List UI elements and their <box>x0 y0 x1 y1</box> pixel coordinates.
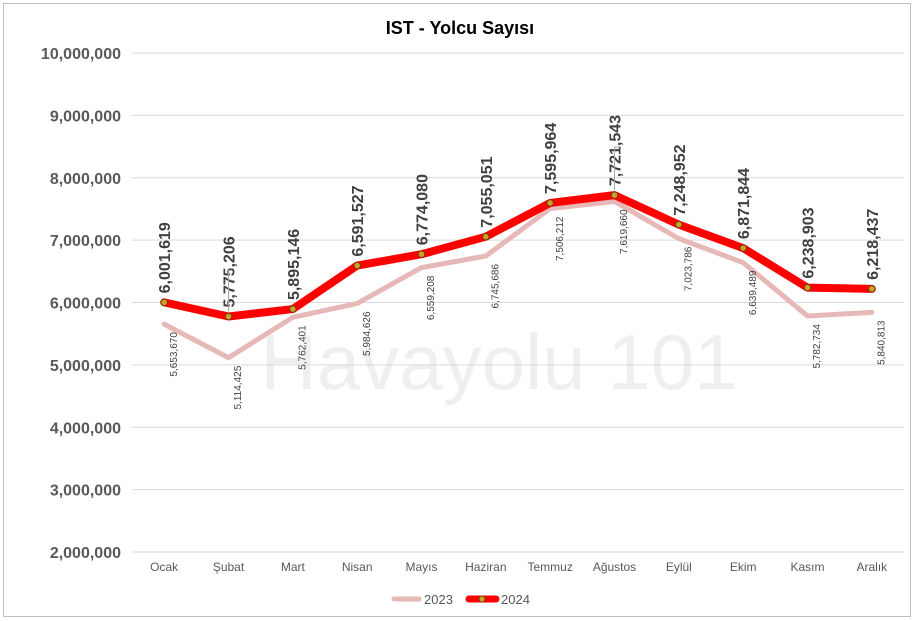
data-point-2024 <box>482 233 490 241</box>
x-tick-label: Ağustos <box>593 560 636 574</box>
legend-marker-2024 <box>478 595 486 603</box>
data-point-2024 <box>546 199 554 207</box>
leader-line <box>228 268 234 312</box>
y-tick-label: 8,000,000 <box>50 171 121 188</box>
x-tick-label: Ocak <box>150 560 179 574</box>
data-point-2024 <box>224 312 233 321</box>
x-tick-label: Haziran <box>465 560 506 574</box>
data-label-2023: 5,782,734 <box>812 324 823 369</box>
data-label-2024: 6,591,527 <box>350 185 367 256</box>
legend-label-2023: 2023 <box>424 592 453 607</box>
data-point-2024 <box>803 283 812 292</box>
series-line-2023 <box>161 198 875 361</box>
data-point-2024 <box>417 250 426 258</box>
x-tick-label: Nisan <box>342 560 373 574</box>
x-tick-label: Mart <box>281 560 306 574</box>
data-label-2024: 6,001,619 <box>157 222 174 293</box>
chart-title: IST - Yolcu Sayısı <box>386 18 534 38</box>
data-label-2023: 6,745,686 <box>490 264 501 309</box>
data-label-2023: 7,506,212 <box>555 216 566 261</box>
line-chart: Havayolu 101 IST - Yolcu Sayısı 2,000,00… <box>41 18 904 607</box>
y-tick-label: 3,000,000 <box>50 483 121 500</box>
x-tick-label: Ekim <box>730 560 757 574</box>
plot-area: 5,653,670 5,114,425 5,762,401 5,984,626 6,55… <box>157 115 887 410</box>
y-tick-label: 5,000,000 <box>50 358 121 375</box>
data-point-2024 <box>610 191 619 199</box>
data-label-2024: 6,218,437 <box>865 209 882 280</box>
legend-label-2024: 2024 <box>501 592 530 607</box>
x-axis: Ocak Şubat Mart Nisan Mayıs Haziran Temmuz Ağus… <box>150 560 888 574</box>
data-point-2024 <box>289 305 297 313</box>
legend: 2023 2024 <box>391 592 530 607</box>
x-tick-label: Kasım <box>790 560 824 574</box>
data-label-2023: 5,984,626 <box>362 311 373 356</box>
data-label-2023: 5,653,670 <box>169 332 180 377</box>
data-label-2023: 5,114,425 <box>233 365 244 409</box>
data-label-2023: 7,619,660 <box>619 209 630 254</box>
data-point-2024 <box>868 285 876 293</box>
data-label-2024: 7,248,952 <box>672 144 689 215</box>
data-label-2023: 7,023,786 <box>683 246 694 291</box>
y-tick-label: 6,000,000 <box>50 296 121 313</box>
data-label-2024: 7,595,964 <box>543 123 560 194</box>
y-axis: 2,000,000 3,000,000 4,000,000 5,000,000 6,00… <box>41 46 121 562</box>
y-tick-label: 10,000,000 <box>41 46 121 63</box>
data-label-2024: 6,774,080 <box>415 174 432 245</box>
data-label-2024: 6,871,844 <box>736 168 753 239</box>
data-label-2024: 7,055,051 <box>479 156 496 227</box>
y-tick-label: 4,000,000 <box>50 420 121 437</box>
data-label-2024: 7,721,543 <box>608 115 625 186</box>
x-tick-label: Aralık <box>856 560 888 574</box>
data-label-2024: 5,895,146 <box>286 229 303 300</box>
data-label-2024: 5,775,206 <box>222 236 239 307</box>
data-point-2024 <box>739 244 747 252</box>
y-tick-label: 9,000,000 <box>50 108 121 125</box>
series-line-2024 <box>160 191 876 321</box>
data-point-2024 <box>675 220 683 229</box>
x-tick-label: Temmuz <box>527 560 572 574</box>
x-tick-label: Mayıs <box>405 560 437 574</box>
y-tick-label: 2,000,000 <box>50 545 121 562</box>
y-tick-label: 7,000,000 <box>50 233 121 250</box>
data-label-2023: 5,840,813 <box>876 320 887 365</box>
x-tick-label: Şubat <box>213 560 245 574</box>
data-label-2023: 6,559,208 <box>426 275 437 320</box>
x-tick-label: Eylül <box>666 560 692 574</box>
data-point-2024 <box>160 298 168 306</box>
data-label-2023: 5,762,401 <box>297 325 308 370</box>
data-label-2024: 6,238,903 <box>801 207 818 278</box>
gridlines <box>132 52 904 553</box>
watermark: Havayolu 101 <box>261 318 738 406</box>
data-label-2023: 6,639,489 <box>748 270 759 315</box>
chart-frame: Havayolu 101 IST - Yolcu Sayısı 2,000,00… <box>3 3 911 617</box>
data-point-2024 <box>353 262 361 270</box>
leader-line <box>614 146 620 191</box>
